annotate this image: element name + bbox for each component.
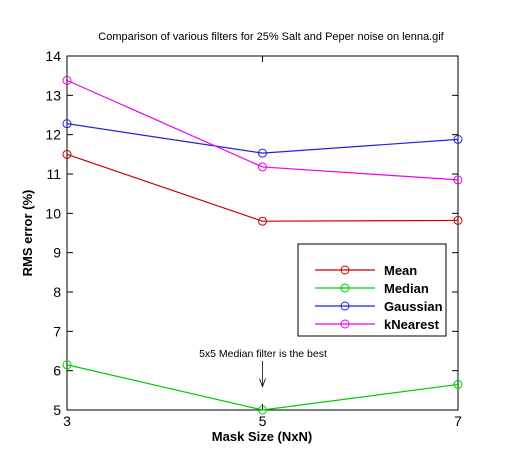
legend-label-gaussian: Gaussian bbox=[384, 299, 443, 314]
y-tick-label: 6 bbox=[53, 363, 61, 379]
data-point-median bbox=[62, 360, 72, 370]
annotation: 5x5 Median filter is the best bbox=[199, 348, 327, 388]
y-tick-label: 13 bbox=[45, 87, 61, 103]
y-tick-label: 8 bbox=[53, 284, 61, 300]
legend-marker-median bbox=[340, 283, 350, 293]
series-line-knearest bbox=[66, 79, 459, 181]
legend-marker-gaussian bbox=[340, 301, 350, 311]
data-point-knearest bbox=[453, 175, 463, 185]
legend-label-median: Median bbox=[384, 281, 429, 296]
y-tick-label: 9 bbox=[53, 245, 61, 261]
legend: Mean Median Gaussian kNearest bbox=[297, 243, 447, 337]
x-tick-label: 3 bbox=[63, 413, 71, 429]
data-point-median bbox=[453, 379, 463, 389]
legend-label-knearest: kNearest bbox=[384, 317, 440, 332]
y-axis-ticks: 5 6 7 8 9 10 11 12 13 14 bbox=[45, 48, 458, 418]
data-point-knearest bbox=[258, 162, 267, 172]
y-axis-label: RMS error (%) bbox=[20, 190, 35, 277]
x-axis-label: Mask Size (NxN) bbox=[212, 429, 312, 444]
y-tick-label: 14 bbox=[45, 48, 61, 64]
chart-title: Comparison of various filters for 25% Sa… bbox=[98, 31, 444, 43]
data-point-knearest bbox=[62, 75, 72, 85]
legend-marker-knearest bbox=[340, 319, 350, 329]
y-tick-label: 7 bbox=[53, 323, 61, 339]
data-point-gaussian bbox=[62, 119, 72, 129]
y-tick-label: 11 bbox=[46, 166, 61, 182]
data-point-mean bbox=[453, 215, 463, 225]
annotation-arrowhead bbox=[259, 378, 266, 388]
data-point-mean bbox=[62, 149, 72, 159]
data-point-gaussian bbox=[258, 148, 267, 158]
legend-items: Mean Median Gaussian kNearest bbox=[315, 263, 443, 332]
series-line-gaussian bbox=[66, 123, 459, 154]
y-tick-label: 5 bbox=[53, 402, 61, 418]
legend-label-mean: Mean bbox=[384, 263, 417, 278]
data-point-gaussian bbox=[453, 134, 463, 144]
series-layer bbox=[62, 75, 463, 415]
y-tick-label: 12 bbox=[45, 127, 61, 143]
data-point-mean bbox=[258, 216, 267, 226]
x-axis-ticks: 3 5 7 bbox=[63, 56, 462, 429]
x-tick-label: 7 bbox=[454, 413, 462, 429]
legend-box bbox=[297, 243, 447, 337]
y-tick-label: 10 bbox=[45, 205, 61, 221]
annotation-text: 5x5 Median filter is the best bbox=[199, 348, 327, 360]
legend-marker-mean bbox=[340, 265, 350, 275]
series-line-mean bbox=[66, 153, 459, 222]
data-point-median bbox=[258, 405, 267, 415]
series-line-median bbox=[66, 364, 459, 411]
x-tick-label: 5 bbox=[259, 413, 267, 429]
